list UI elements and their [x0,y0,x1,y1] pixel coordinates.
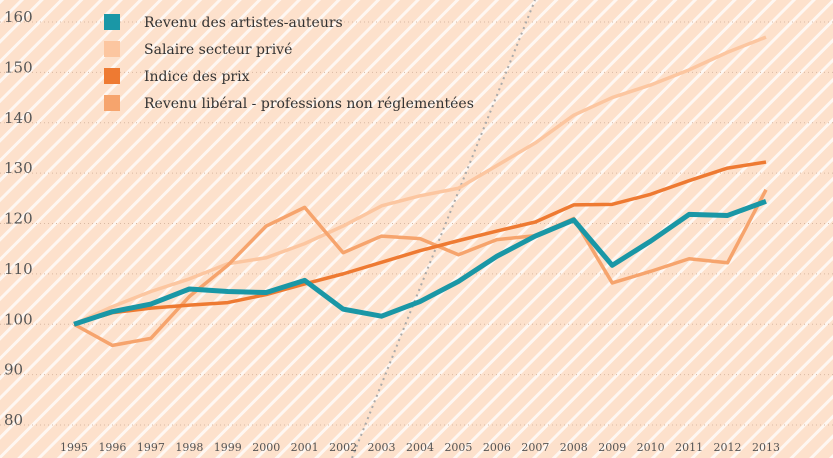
x-tick-label: 1999 [214,441,242,454]
legend-label: Revenu des artistes-auteurs [144,15,343,31]
series-line [73,198,767,327]
legend-label: Salaire secteur privé [144,42,292,58]
legend: Revenu des artistes-auteurs Salaire secte… [104,14,474,112]
x-tick-label: 1996 [98,441,126,454]
y-tick-label: 160 [4,8,33,26]
y-tick-label: 100 [4,310,33,328]
legend-label: Revenu libéral - professions non régleme… [144,96,474,112]
y-tick-label: 130 [4,159,33,177]
x-tick-label: 2003 [368,441,396,454]
y-tick-label: 110 [4,260,33,278]
series-line [73,160,767,326]
x-tick-label: 2011 [675,441,703,454]
x-tick-label: 2005 [444,441,472,454]
legend-label: Indice des prix [144,69,250,85]
lines [73,35,768,348]
legend-swatch [104,14,120,30]
legend-swatch [104,95,120,111]
x-tick-label: 2010 [637,441,665,454]
series-line [73,188,768,348]
x-tick-label: 2009 [598,441,626,454]
x-tick-label: 1998 [175,441,203,454]
x-tick-label: 2007 [521,441,549,454]
x-tick-label: 2001 [291,441,319,454]
y-tick-label: 150 [4,58,33,76]
x-tick-label: 2006 [483,441,511,454]
x-tick-label: 1995 [60,441,88,454]
legend-swatch [104,41,120,57]
y-tick-label: 120 [4,210,33,228]
trend-line [351,0,536,458]
y-tick-label: 80 [4,411,23,429]
legend-swatch [104,68,120,84]
x-tick-label: 2004 [406,441,434,454]
x-tick-label: 2002 [329,441,357,454]
x-tick-label: 2013 [752,441,780,454]
x-tick-label: 2012 [714,441,742,454]
x-tick-label: 2008 [560,441,588,454]
y-tick-label: 90 [4,361,23,379]
y-tick-label: 140 [4,109,33,127]
series-line [73,35,767,326]
x-tick-label: 1997 [137,441,165,454]
grid: 80 90 100 110 120 130 140 150 160 1995 1996 1997 199… [0,8,833,454]
x-tick-label: 2000 [252,441,280,454]
